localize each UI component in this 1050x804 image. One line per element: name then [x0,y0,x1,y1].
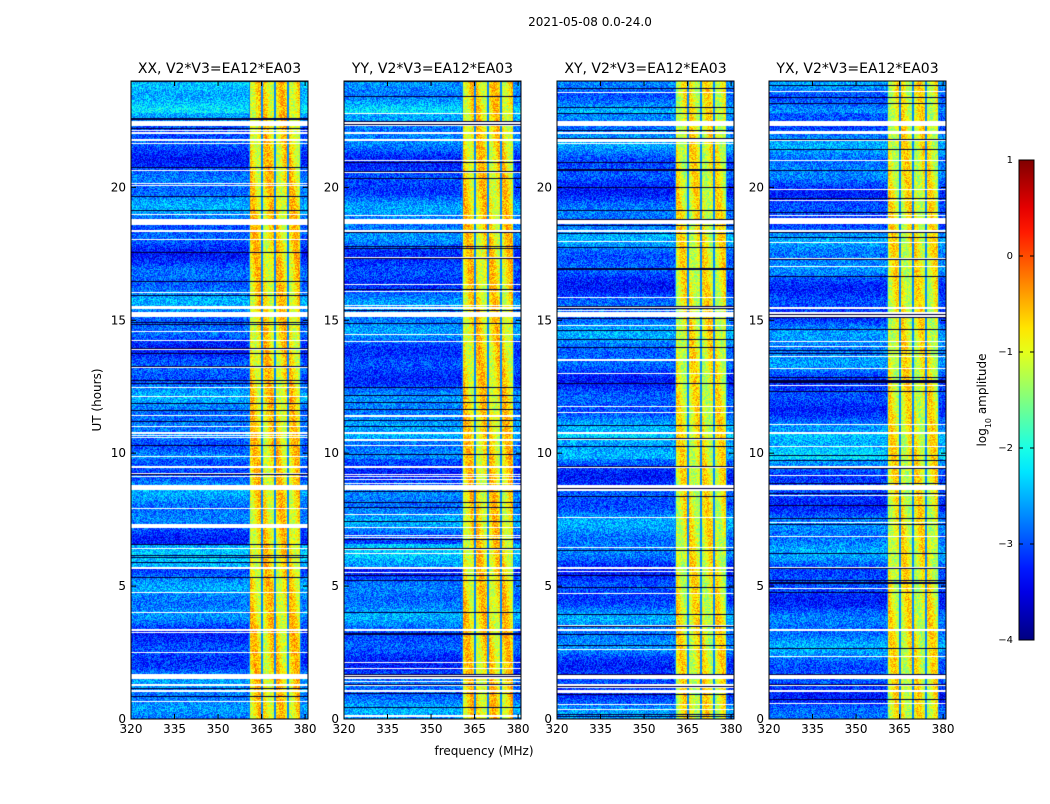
x-tick-label: 365 [463,722,486,736]
x-tick-label: 380 [294,722,317,736]
panel-title: YX, V2*V3=EA12*EA03 [775,61,938,77]
colorbar-tick-label: −1 [998,347,1013,358]
colorbar-label: log10 amplitude [975,354,993,447]
x-tick-label: 365 [888,722,911,736]
panel-yy: YY, V2*V3=EA12*EA03 320 335 350 365 380 0 5 10 15… [324,61,530,736]
colorbar-tick-label: −2 [998,443,1013,454]
figure-title: 2021-05-08 0.0-24.0 [528,15,652,29]
axes-frame [556,80,735,720]
x-tick-label: 335 [163,722,186,736]
y-tick-label: 0 [756,712,764,726]
colorbar-bar [1018,159,1035,641]
axes-frame [768,80,947,720]
y-tick-label: 5 [331,579,339,593]
y-tick-label: 0 [331,712,339,726]
axes-frame [130,80,309,720]
y-tick-label: 0 [544,712,552,726]
y-tick-label: 20 [537,180,552,194]
panel-xy: XY, V2*V3=EA12*EA03 320 335 350 365 380 0 5 10 15… [537,61,743,736]
y-tick-label: 15 [111,313,126,327]
x-tick-label: 335 [589,722,612,736]
y-tick-label: 20 [111,180,126,194]
x-axis-label: frequency (MHz) [434,744,533,758]
x-tick-label: 350 [633,722,656,736]
x-tick-label: 320 [120,722,143,736]
x-tick-label: 350 [420,722,443,736]
x-tick-label: 380 [720,722,743,736]
axes-frame [343,80,522,720]
y-tick-label: 5 [544,579,552,593]
y-tick-label: 20 [749,180,764,194]
panel-title: XX, V2*V3=EA12*EA03 [138,61,301,77]
heatmap-image [344,81,521,719]
x-tick-label: 320 [758,722,781,736]
panel-title: YY, V2*V3=EA12*EA03 [351,61,513,77]
colorbar-tick-label: 0 [1007,251,1013,262]
y-tick-label: 10 [537,446,552,460]
colorbar-tick-label: −3 [998,539,1013,550]
heatmap-image [769,81,946,719]
x-tick-label: 365 [250,722,273,736]
x-tick-label: 350 [845,722,868,736]
colorbar-label-rest: amplitude [975,354,989,418]
x-tick-label: 335 [376,722,399,736]
y-tick-label: 5 [756,579,764,593]
panel-title: XY, V2*V3=EA12*EA03 [564,61,726,77]
x-tick-label: 320 [333,722,356,736]
y-tick-label: 15 [749,313,764,327]
y-tick-label: 15 [537,313,552,327]
y-tick-label: 0 [118,712,126,726]
y-tick-label: 10 [324,446,339,460]
colorbar-tick-label: −4 [998,635,1013,646]
y-tick-label: 20 [324,180,339,194]
colorbar-label-log: log [975,428,989,446]
x-tick-label: 365 [676,722,699,736]
x-tick-label: 380 [507,722,530,736]
colorbar-tick-label: 1 [1007,155,1013,166]
colorbar-label-sub: 10 [984,418,993,428]
y-axis-label: UT (hours) [90,368,104,431]
x-tick-label: 335 [801,722,824,736]
x-tick-label: 320 [546,722,569,736]
y-tick-label: 10 [111,446,126,460]
y-tick-label: 15 [324,313,339,327]
panel-xx: XX, V2*V3=EA12*EA03 320 335 350 365 380 0 5 10 15… [111,61,317,736]
x-tick-label: 350 [207,722,230,736]
x-tick-label: 380 [932,722,955,736]
panels-group: XX, V2*V3=EA12*EA03 320 335 350 365 380 0 5 10 15… [111,61,955,736]
y-tick-label: 5 [118,579,126,593]
y-tick-label: 10 [749,446,764,460]
heatmap-image [557,81,734,719]
heatmap-image [131,81,308,719]
panel-yx: YX, V2*V3=EA12*EA03 320 335 350 365 380 0 5 10 15… [749,61,955,736]
